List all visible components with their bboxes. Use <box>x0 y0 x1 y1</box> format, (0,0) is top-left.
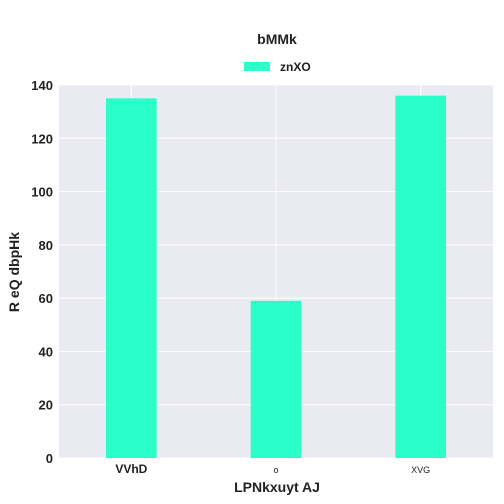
y-tick-label: 120 <box>31 131 53 146</box>
y-tick-label: 0 <box>46 451 53 466</box>
y-tick-label: 80 <box>39 238 53 253</box>
x-axis-label: LPNkxuyt AJ <box>234 479 320 495</box>
x-tick-label: o <box>273 465 278 475</box>
y-tick-label: 60 <box>39 291 53 306</box>
y-tick-label: 140 <box>31 78 53 93</box>
y-tick-label: 100 <box>31 185 53 200</box>
legend-label: znXO <box>280 60 311 74</box>
bar <box>250 300 302 458</box>
chart-title: bMMk <box>257 31 297 47</box>
bars <box>106 95 446 459</box>
bar <box>395 95 446 459</box>
legend: znXO <box>244 60 311 74</box>
y-axis-label: R eQ dbpHk <box>6 232 22 312</box>
legend-swatch <box>244 62 270 71</box>
y-tick-label: 40 <box>39 344 53 359</box>
y-tick-labels: 0 20 40 60 80 100 120 140 <box>31 78 53 466</box>
x-tick-label: XVG <box>411 465 430 475</box>
y-tick-label: 20 <box>39 398 53 413</box>
bar <box>106 98 157 459</box>
x-tick-labels: VVhD o XVG <box>115 462 430 476</box>
x-tick-label: VVhD <box>115 462 147 476</box>
